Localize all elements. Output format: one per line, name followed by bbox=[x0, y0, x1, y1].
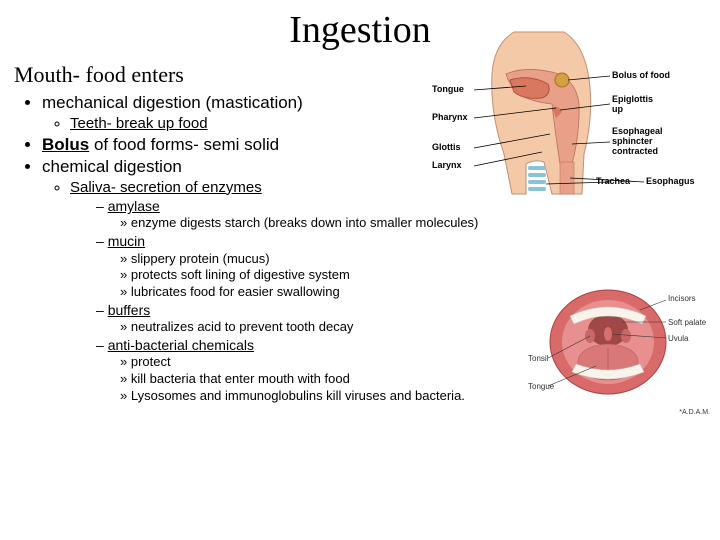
label-glottis: Glottis bbox=[432, 142, 461, 152]
label-trachea: Trachea bbox=[596, 176, 630, 186]
bullet-mucin-1: slippery protein (mucus) bbox=[134, 251, 706, 268]
label-bolus: Bolus of food bbox=[612, 70, 670, 80]
label-larynx: Larynx bbox=[432, 160, 462, 170]
label-tongue: Tongue bbox=[432, 84, 464, 94]
label-softpalate: Soft palate bbox=[668, 318, 706, 327]
label-pharynx: Pharynx bbox=[432, 112, 468, 122]
label-sphincter: Esophageal sphincter contracted bbox=[612, 126, 663, 156]
mouth-diagram: Incisors Soft palate Uvula Tonsil Tongue… bbox=[536, 278, 712, 418]
bullet-amylase-desc: enzyme digests starch (breaks down into … bbox=[134, 215, 706, 232]
label-mouth-tongue: Tongue bbox=[528, 382, 554, 391]
label-epiglottis: Epiglottis up bbox=[612, 94, 653, 114]
label-esophagus: Esophagus bbox=[646, 176, 695, 186]
label-uvula: Uvula bbox=[668, 334, 688, 343]
label-incisors: Incisors bbox=[668, 294, 696, 303]
label-adam: *A.D.A.M. bbox=[679, 409, 710, 416]
pharynx-diagram: Tongue Pharynx Glottis Larynx Bolus of f… bbox=[434, 24, 714, 204]
label-tonsil: Tonsil bbox=[528, 354, 548, 363]
